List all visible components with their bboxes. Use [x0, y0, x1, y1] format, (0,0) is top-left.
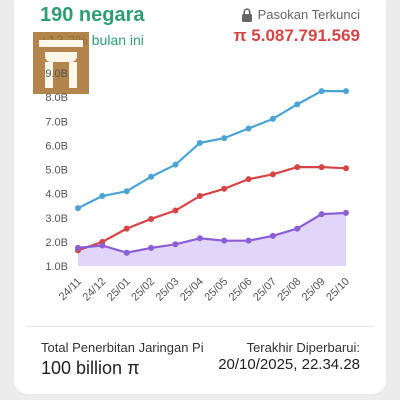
data-point — [196, 235, 203, 242]
country-count: 190 negara — [40, 4, 145, 26]
y-tick-label: 3.0B — [45, 213, 68, 225]
data-point — [343, 88, 349, 95]
x-tick-label: 25/05 — [202, 276, 230, 304]
x-tick-label: 25/09 — [300, 276, 328, 304]
y-tick-label: 4.0B — [45, 189, 68, 201]
pi-logo-icon — [33, 32, 89, 94]
data-point — [148, 173, 155, 180]
y-tick-label: 1.0B — [45, 261, 68, 273]
last-updated-value: 20/10/2025, 22.34.28 — [218, 356, 360, 373]
data-point — [75, 205, 81, 212]
x-tick-label: 24/12 — [81, 276, 109, 304]
data-point — [123, 188, 130, 195]
data-point — [343, 165, 349, 172]
locked-label-text: Pasokan Terkunci — [257, 7, 360, 22]
x-tick-label: 25/03 — [154, 276, 182, 304]
y-tick-label: 9.0B — [45, 68, 68, 80]
series-line — [77, 211, 347, 254]
data-point — [245, 176, 252, 183]
data-point — [294, 225, 301, 232]
data-point — [245, 237, 252, 244]
logo-top-bar — [39, 40, 83, 47]
data-point — [99, 242, 106, 249]
data-point — [123, 225, 130, 232]
logo-left-leg — [45, 62, 53, 88]
data-point — [221, 135, 228, 142]
data-point — [245, 125, 252, 132]
data-point — [75, 244, 81, 251]
data-point — [343, 209, 349, 216]
data-point — [269, 232, 276, 239]
data-point — [196, 193, 203, 200]
locked-supply-label: Pasokan Terkunci — [241, 7, 360, 22]
area-fill — [78, 212, 346, 266]
divider — [26, 326, 374, 327]
data-point — [172, 207, 179, 214]
last-updated-label: Terakhir Diperbarui: — [246, 340, 360, 355]
data-point — [294, 101, 301, 108]
total-issuance-value: 100 billion π — [41, 358, 140, 378]
x-tick-label: 25/06 — [227, 276, 255, 304]
data-point — [269, 115, 276, 122]
y-tick-label: 7.0B — [45, 116, 68, 128]
y-tick-label: 8.0B — [45, 92, 68, 104]
logo-arch — [45, 52, 77, 62]
data-point — [318, 88, 325, 95]
locked-supply-value: π 5.087.791.569 — [233, 26, 360, 45]
logo-right-leg — [69, 62, 77, 88]
x-tick-label: 25/04 — [178, 276, 206, 304]
data-point — [221, 237, 228, 244]
data-point — [148, 244, 155, 251]
y-tick-label: 6.0B — [45, 140, 68, 152]
data-point — [99, 193, 106, 200]
data-point — [172, 161, 179, 168]
series-line — [77, 89, 346, 210]
data-point — [172, 241, 179, 248]
x-tick-label: 25/07 — [251, 276, 279, 304]
growth-chart: 1.0B 2.0B 3.0B 4.0B 5.0B 6.0B 7.0B 8.0B 9.0B 24/1… — [45, 68, 352, 304]
y-tick-label: 2.0B — [45, 237, 68, 249]
data-point — [294, 164, 301, 171]
data-point — [318, 211, 325, 218]
total-issuance-label: Total Penerbitan Jaringan Pi — [41, 340, 204, 355]
lock-icon — [241, 7, 252, 22]
x-tick-label: 25/10 — [324, 276, 352, 304]
x-tick-label: 25/01 — [105, 276, 133, 304]
data-point — [318, 164, 325, 171]
x-tick-label: 25/08 — [275, 276, 303, 304]
series-line — [77, 165, 347, 252]
x-tick-label: 25/02 — [129, 276, 157, 304]
data-point — [148, 215, 155, 222]
data-point — [196, 139, 203, 146]
data-point — [123, 249, 130, 256]
x-tick-label: 24/11 — [57, 276, 84, 303]
data-point — [221, 185, 228, 192]
y-tick-label: 5.0B — [45, 165, 68, 177]
data-point — [269, 171, 276, 178]
